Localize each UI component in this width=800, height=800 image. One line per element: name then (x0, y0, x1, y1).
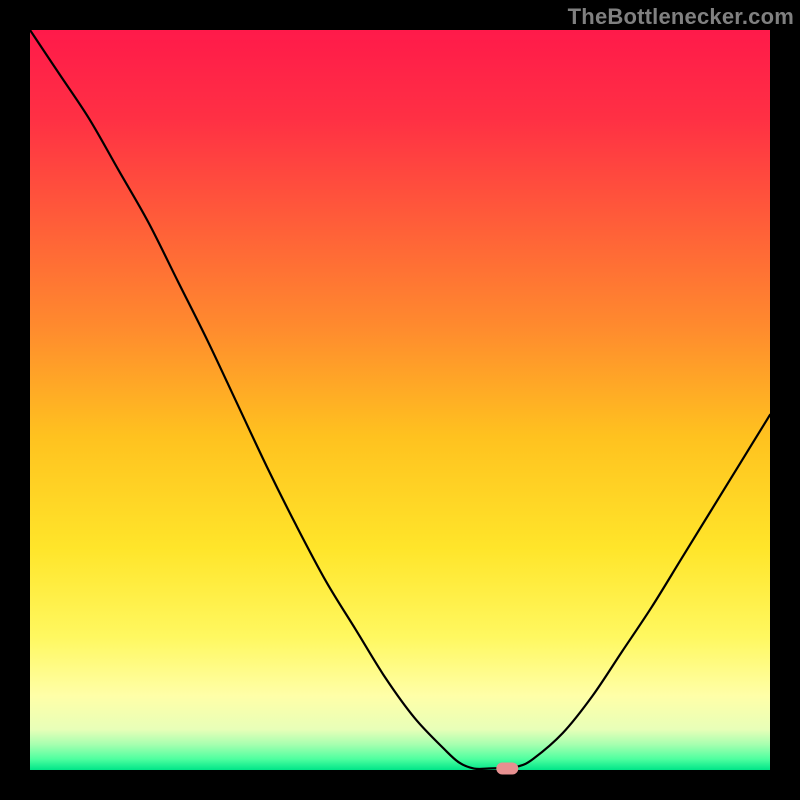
chart-svg (0, 0, 800, 800)
plot-background (30, 30, 770, 770)
chart-frame: TheBottlenecker.com (0, 0, 800, 800)
optimum-marker (496, 763, 518, 775)
watermark-text: TheBottlenecker.com (568, 4, 794, 30)
